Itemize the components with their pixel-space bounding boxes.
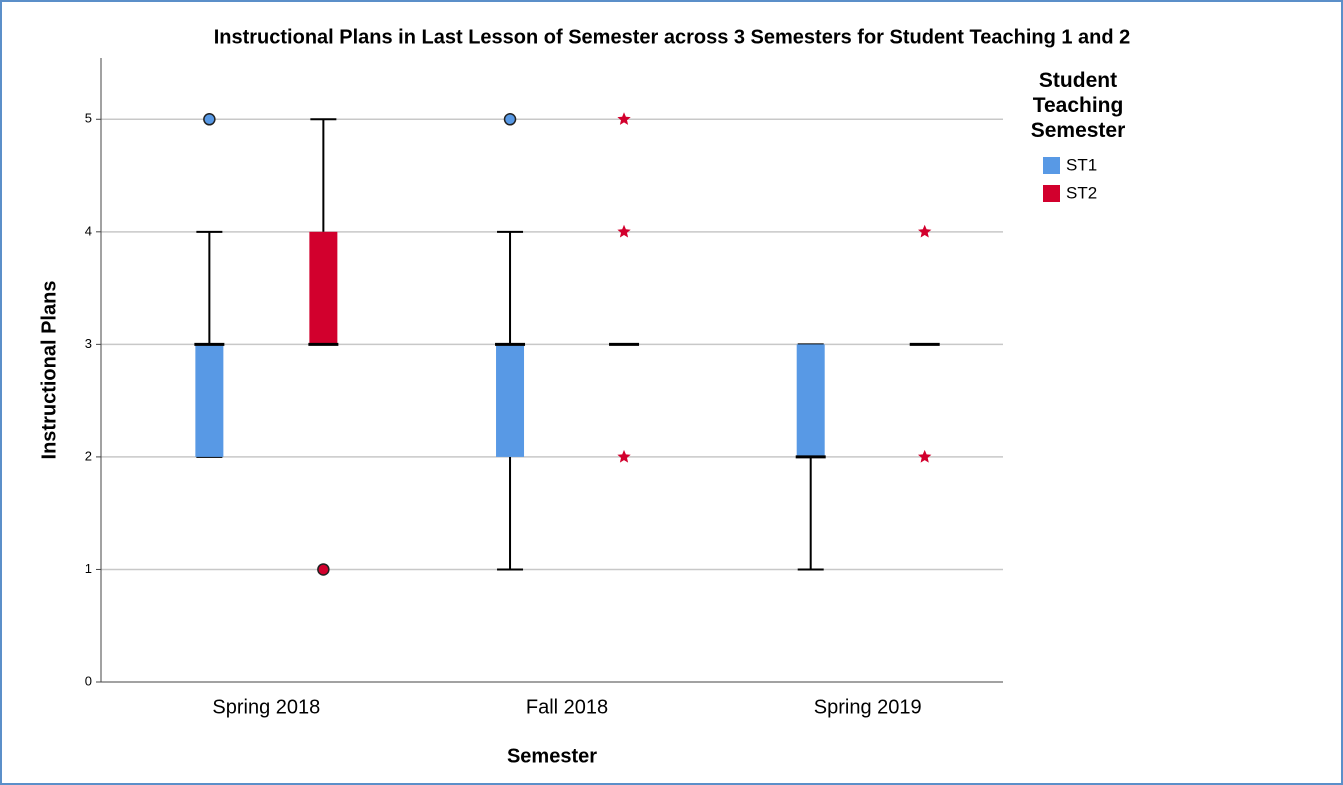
- y-axis-label: Instructional Plans: [38, 281, 60, 460]
- legend-title: Student Teaching Semester: [1030, 69, 1126, 142]
- box: [796, 344, 825, 457]
- legend-swatch: [1043, 157, 1060, 174]
- x-tick-label: Fall 2018: [526, 696, 608, 718]
- outlier: [503, 113, 517, 126]
- y-tick-label: 2: [85, 448, 92, 463]
- box: [309, 231, 338, 345]
- extreme: [918, 449, 932, 463]
- chart-title: Instructional Plans in Last Lesson of Se…: [214, 26, 1131, 48]
- y-tick-label: 0: [85, 673, 92, 688]
- legend-label: ST1: [1066, 155, 1097, 174]
- outlier: [203, 113, 216, 126]
- y-tick-label: 3: [85, 336, 92, 351]
- x-axis-label: Semester: [507, 745, 597, 767]
- extreme: [617, 449, 631, 463]
- x-tick-label: Spring 2018: [212, 696, 320, 718]
- box: [496, 344, 525, 457]
- y-tick-label: 4: [85, 223, 92, 238]
- legend-swatch: [1043, 185, 1060, 202]
- extreme: [918, 224, 932, 238]
- extreme: [617, 224, 631, 238]
- extreme: [617, 112, 631, 125]
- legend-label: ST2: [1066, 183, 1097, 202]
- x-tick-label: Spring 2019: [814, 696, 922, 718]
- y-tick-label: 1: [85, 561, 92, 576]
- y-tick-label: 5: [85, 111, 92, 126]
- box: [195, 344, 224, 457]
- outlier: [317, 563, 330, 576]
